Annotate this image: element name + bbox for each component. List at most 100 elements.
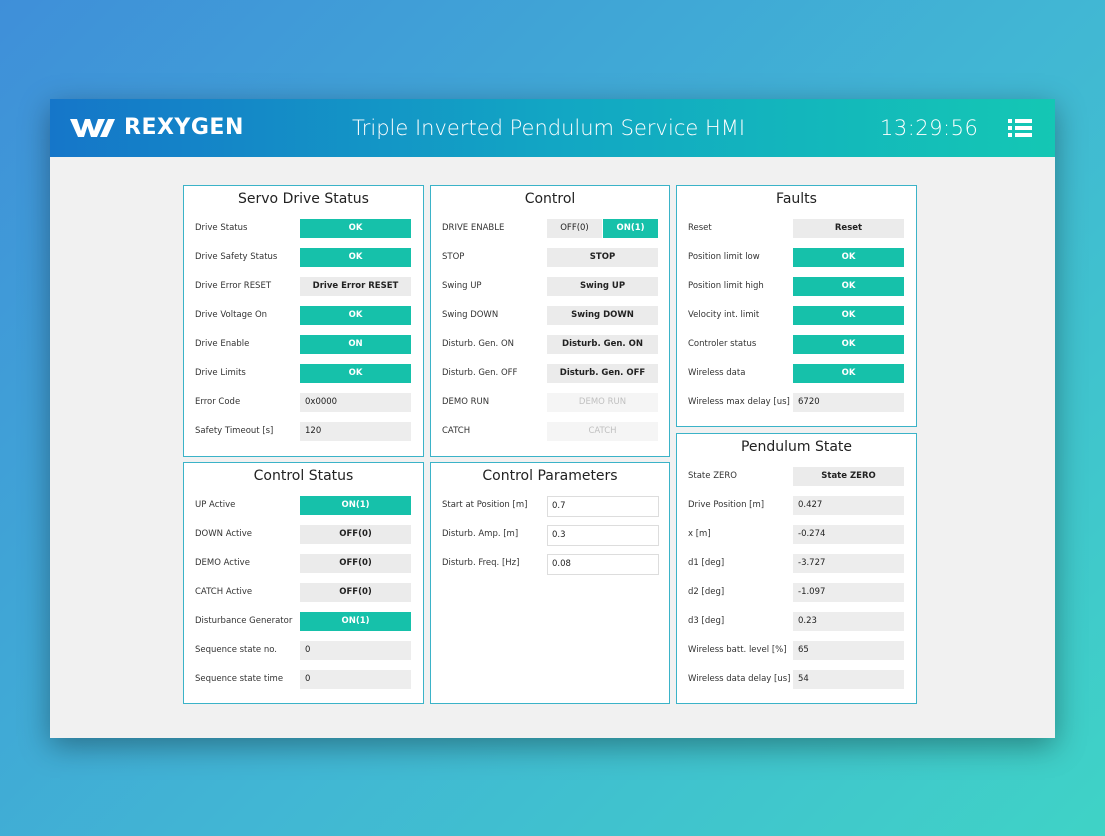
button[interactable]: OFF(0) xyxy=(300,583,411,602)
row-label: UP Active xyxy=(195,500,236,510)
panel-title: Control Parameters xyxy=(482,468,618,484)
row-label: Disturb. Amp. [m] xyxy=(442,529,519,539)
panel-title: Control xyxy=(524,191,576,207)
input-field[interactable]: 0.7 xyxy=(547,496,659,517)
row-label: Swing DOWN xyxy=(442,310,499,320)
panel-title: Faults xyxy=(776,191,817,207)
value-field: 0x0000 xyxy=(300,393,411,412)
status-indicator: OK xyxy=(300,248,411,267)
row-label: Drive Status xyxy=(195,223,248,233)
clock: 13:29:56 xyxy=(880,116,979,140)
row-label: d2 [deg] xyxy=(688,587,725,597)
value-field: 6720 xyxy=(793,393,904,412)
panel: Pendulum State State ZERO State ZERO Drive … xyxy=(676,433,917,704)
button[interactable]: Swing UP xyxy=(547,277,658,296)
row-label: Drive Position [m] xyxy=(688,500,765,510)
panel: Control Status UP Active ON(1) DOWN Active O… xyxy=(183,462,424,704)
row-label: State ZERO xyxy=(688,471,737,481)
input-field[interactable]: 0.3 xyxy=(547,525,659,546)
value-field: -3.727 xyxy=(793,554,904,573)
status-indicator: ON xyxy=(300,335,411,354)
row-label: Position limit high xyxy=(688,281,764,291)
row-label: Disturb. Gen. ON xyxy=(442,339,515,349)
row-label: Reset xyxy=(688,223,712,233)
panel: Control Parameters Start at Position [m] 0… xyxy=(430,462,670,704)
row-label: Drive Error RESET xyxy=(195,281,272,291)
toggle-on[interactable]: ON(1) xyxy=(603,219,658,238)
status-indicator: OK xyxy=(300,364,411,383)
row-label: Start at Position [m] xyxy=(442,500,528,510)
panel: Servo Drive Status Drive Status OK Drive Sa… xyxy=(183,185,424,457)
status-indicator: OK xyxy=(793,364,904,383)
row-label: Sequence state time xyxy=(195,674,284,684)
value-field: 54 xyxy=(793,670,904,689)
row-label: Error Code xyxy=(195,397,241,407)
row-label: d3 [deg] xyxy=(688,616,725,626)
button-disabled: DEMO RUN xyxy=(547,393,658,412)
button[interactable]: OFF(0) xyxy=(300,525,411,544)
row-label: Disturb. Gen. OFF xyxy=(442,368,518,378)
app-title: Triple Inverted Pendulum Service HMI xyxy=(352,116,746,140)
panel-title: Servo Drive Status xyxy=(238,191,369,207)
row-label: DEMO RUN xyxy=(442,397,490,407)
panel-title: Control Status xyxy=(253,468,354,484)
button[interactable]: Disturb. Gen. ON xyxy=(547,335,658,354)
row-label: Drive Limits xyxy=(195,368,246,378)
row-label: Position limit low xyxy=(688,252,760,262)
status-indicator: OK xyxy=(793,335,904,354)
button[interactable]: Drive Error RESET xyxy=(300,277,411,296)
value-field: 0 xyxy=(300,641,411,660)
value-field: 0.427 xyxy=(793,496,904,515)
row-label: x [m] xyxy=(688,529,711,539)
value-field: 0.23 xyxy=(793,612,904,631)
menu-icon[interactable] xyxy=(1008,119,1034,137)
button[interactable]: Reset xyxy=(793,219,904,238)
panel-title: Pendulum State xyxy=(740,439,853,455)
status-indicator: OK xyxy=(300,306,411,325)
row-label: d1 [deg] xyxy=(688,558,725,568)
button[interactable]: Disturb. Gen. OFF xyxy=(547,364,658,383)
logo-mark xyxy=(70,119,115,137)
value-field: 120 xyxy=(300,422,411,441)
row-label: Wireless data xyxy=(688,368,746,378)
row-label: Drive Safety Status xyxy=(195,252,278,262)
value-field: -1.097 xyxy=(793,583,904,602)
row-label: Disturb. Freq. [Hz] xyxy=(442,558,520,568)
button[interactable]: Swing DOWN xyxy=(547,306,658,325)
status-indicator: OK xyxy=(793,306,904,325)
status-indicator: OK xyxy=(300,219,411,238)
button[interactable]: State ZERO xyxy=(793,467,904,486)
panel: Control DRIVE ENABLE OFF(0) ON(1) STOP STOP Sw… xyxy=(430,185,670,457)
row-label: Disturbance Generator xyxy=(195,616,293,626)
row-label: Sequence state no. xyxy=(195,645,278,655)
button[interactable]: OFF(0) xyxy=(300,554,411,573)
row-label: Controler status xyxy=(688,339,757,349)
row-label: Wireless data delay [us] xyxy=(688,674,791,684)
row-label: CATCH xyxy=(442,426,471,436)
row-label: Drive Enable xyxy=(195,339,250,349)
value-field: 0 xyxy=(300,670,411,689)
header-bar: REXYGEN Triple Inverted Pendulum Service… xyxy=(50,99,1055,157)
row-label: STOP xyxy=(442,252,465,262)
input-field[interactable]: 0.08 xyxy=(547,554,659,575)
status-indicator: ON(1) xyxy=(300,612,411,631)
row-label: DRIVE ENABLE xyxy=(442,223,505,233)
row-label: Velocity int. limit xyxy=(688,310,760,320)
row-label: Wireless batt. level [%] xyxy=(688,645,787,655)
button[interactable]: STOP xyxy=(547,248,658,267)
logo-text: REXYGEN xyxy=(124,115,244,140)
row-label: Swing UP xyxy=(442,281,482,291)
row-label: Drive Voltage On xyxy=(195,310,268,320)
row-label: DOWN Active xyxy=(195,529,252,539)
hmi-window: REXYGEN Triple Inverted Pendulum Service… xyxy=(50,99,1055,738)
panel: Faults Reset Reset Position limit low OK Posi… xyxy=(676,185,917,427)
row-label: DEMO Active xyxy=(195,558,250,568)
status-indicator: OK xyxy=(793,248,904,267)
status-indicator: ON(1) xyxy=(300,496,411,515)
row-label: CATCH Active xyxy=(195,587,253,597)
value-field: 65 xyxy=(793,641,904,660)
toggle-off[interactable]: OFF(0) xyxy=(547,219,602,238)
value-field: -0.274 xyxy=(793,525,904,544)
button-disabled: CATCH xyxy=(547,422,658,441)
